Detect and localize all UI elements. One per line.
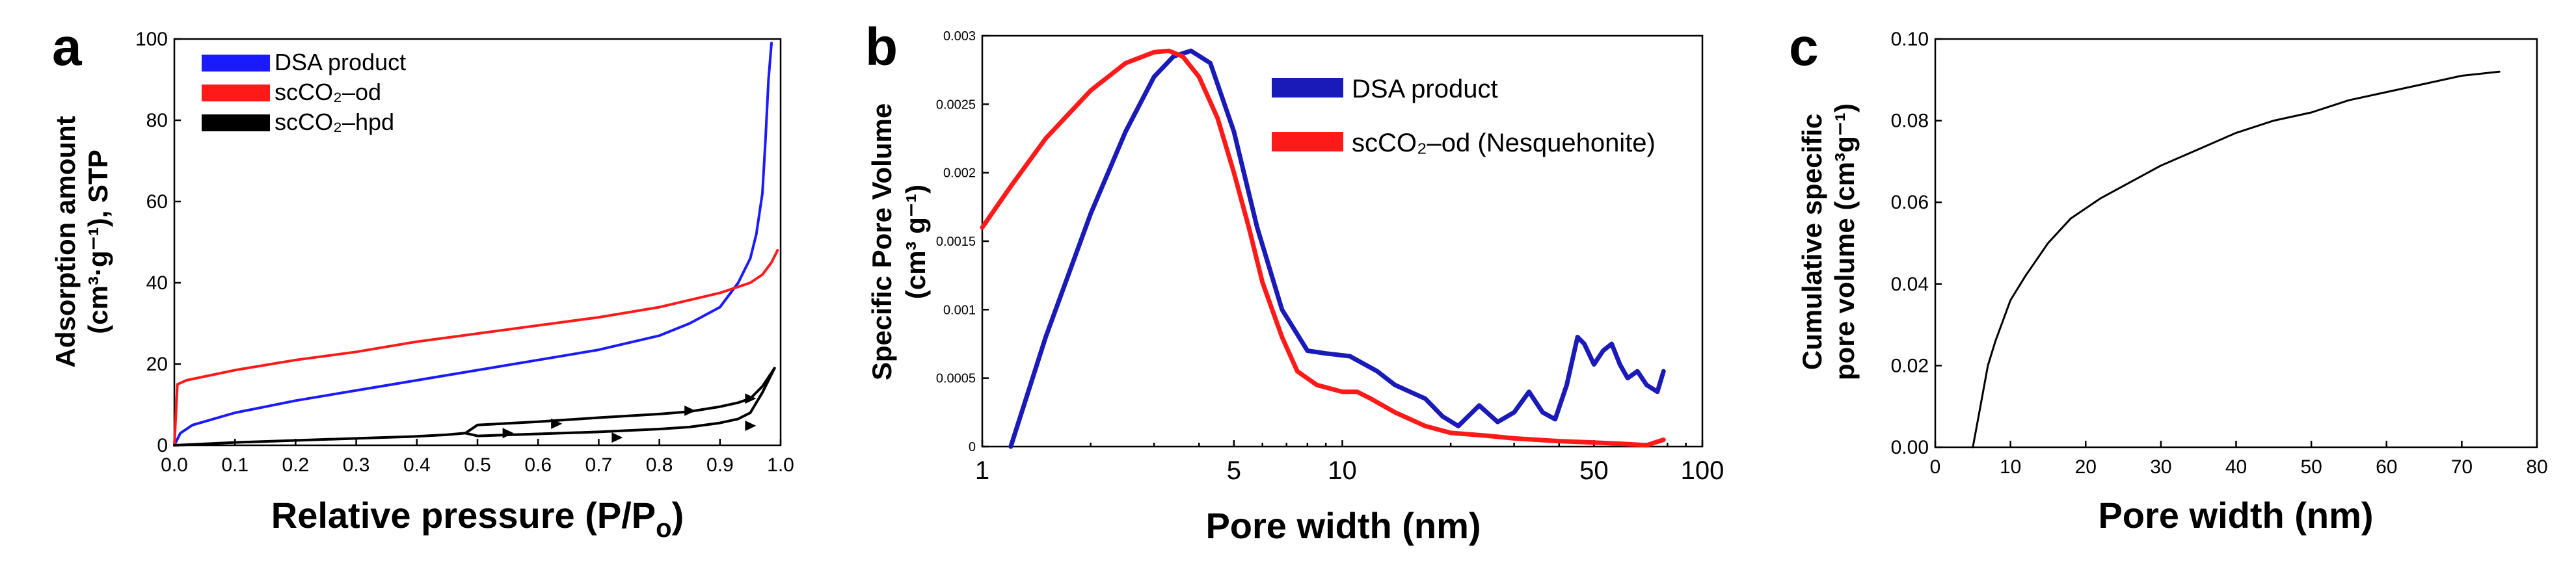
- panel-b-legend: DSA product scCO₂–od (Nesquehonite): [1272, 75, 1656, 157]
- x-tick-label: 5: [1227, 456, 1241, 485]
- x-tick-label: 10: [2000, 456, 2021, 478]
- series-line-a-2: [173, 367, 776, 447]
- panel-label-a: a: [52, 18, 83, 77]
- series-line-a-0: [173, 42, 773, 447]
- panel-label-b: b: [865, 18, 898, 77]
- panel-a-x-title: Relative pressure (P/Po): [271, 495, 684, 543]
- legend-swatch-od: [202, 85, 270, 101]
- x-tick-label: 0.8: [646, 454, 673, 476]
- series-marker: [611, 432, 623, 443]
- panel-a-series: [173, 42, 779, 447]
- x-tick-label: 1: [975, 456, 989, 485]
- y-tick-label: 0.0025: [936, 98, 976, 112]
- legend-label-od: scCO₂–od: [275, 79, 381, 105]
- panel-a-x-title-end: ): [672, 495, 684, 536]
- y-tick-label: 0.04: [1891, 274, 1929, 295]
- panel-b-series: [980, 48, 1666, 449]
- x-tick-label: 0: [1930, 456, 1941, 478]
- panel-c-y-ticks: 0.00 0.02 0.04 0.06 0.08 0.10: [1891, 29, 1942, 458]
- x-tick-label: 50: [1579, 456, 1609, 485]
- y-tick-label: 60: [146, 191, 168, 213]
- y-tick-label: 0.002: [943, 166, 976, 181]
- series-marker: [745, 421, 757, 431]
- series-line-b-1: [980, 48, 1666, 448]
- x-tick-label: 100: [1681, 456, 1724, 485]
- y-tick-label: 0.10: [1891, 29, 1929, 50]
- legend-swatch-b-dsa: [1272, 78, 1343, 98]
- panel-a-legend: DSA product scCO₂–od scCO₂–hpd: [202, 49, 406, 135]
- panel-c-y-title-line2: pore volume (cm³g⁻¹): [1829, 103, 1860, 380]
- legend-swatch-dsa: [202, 55, 270, 72]
- series-marker: [551, 418, 563, 429]
- y-tick-label: 40: [146, 272, 168, 294]
- legend-label-b-od: scCO₂–od (Nesquehonite): [1352, 129, 1656, 157]
- y-tick-label: 0.00: [1891, 437, 1929, 458]
- panel-label-c: c: [1789, 18, 1819, 77]
- x-tick-label: 70: [2451, 456, 2473, 478]
- y-tick-label: 0.08: [1891, 111, 1929, 132]
- x-tick-label: 0.3: [343, 454, 370, 476]
- panel-a-x-title-main: Relative pressure (P/P: [271, 495, 656, 536]
- panel-c-y-title-line1: Cumulative specific: [1797, 114, 1827, 370]
- y-tick-label: 80: [146, 110, 168, 131]
- y-tick-label: 0.02: [1891, 355, 1929, 376]
- x-tick-label: 60: [2376, 456, 2397, 478]
- y-tick-label: 100: [135, 29, 168, 50]
- x-tick-label: 10: [1328, 456, 1357, 485]
- panel-a-y-title-line1: Adsorption amount: [50, 116, 81, 367]
- x-tick-label: 20: [2075, 456, 2097, 478]
- legend-label-dsa: DSA product: [275, 49, 406, 75]
- series-line-b-0: [1008, 48, 1666, 449]
- x-tick-label: 0.5: [464, 454, 491, 476]
- panel-c-series: [1972, 70, 2501, 449]
- y-tick-label: 0.0015: [936, 235, 976, 249]
- panel-c-chart: 0 10 20 30 40 50 60 70 80 0.000.020.040.060.080.…: [1797, 29, 2548, 536]
- panel-b-y-title-line2: (cm³ g⁻¹): [900, 185, 931, 299]
- panel-a-x-title-sub: o: [656, 514, 671, 543]
- series-marker: [502, 428, 514, 439]
- x-tick-label: 0.4: [403, 454, 431, 476]
- series-line-a-1: [173, 249, 779, 447]
- panel-a-x-ticks: 0.0 0.1 0.2 0.3 0.4 0.5 0.6 0.7 0.8 0.9 1.0: [161, 439, 794, 476]
- x-tick-label: 30: [2150, 456, 2171, 478]
- panel-b-y-ticks: 0 0.0005 0.001 0.0015 0.002 0.0025 0.003: [936, 29, 989, 454]
- legend-swatch-hpd: [202, 114, 270, 131]
- x-tick-label: 50: [2300, 456, 2322, 478]
- x-tick-label: 80: [2526, 456, 2547, 478]
- y-tick-label: 0.0005: [936, 372, 976, 386]
- series-line-c-0: [1972, 70, 2501, 449]
- panel-b-y-title-line1: Specific Pore Volume: [866, 103, 897, 380]
- y-tick-label: 0.06: [1891, 192, 1929, 213]
- x-tick-label: 0.1: [221, 454, 248, 476]
- y-tick-label: 0: [157, 435, 168, 456]
- panel-c-x-title: Pore width (nm): [2098, 495, 2373, 536]
- panel-b-chart: 1 5 10 50 100 00.00050.0010.00150.0020.00250…: [866, 29, 1724, 546]
- panel-a-y-title-line2: (cm³·g⁻¹), STP: [83, 150, 113, 333]
- x-tick-label: 0.6: [524, 454, 552, 476]
- series-marker: [684, 405, 696, 416]
- y-tick-label: 0.001: [943, 303, 976, 317]
- x-tick-label: 1.0: [767, 454, 794, 476]
- y-tick-label: 20: [146, 354, 168, 375]
- panel-c-x-ticks: 0 10 20 30 40 50 60 70 80: [1930, 441, 2548, 478]
- panel-a-chart: 0.0 0.1 0.2 0.3 0.4 0.5 0.6 0.7 0.8 0.9 1.0 0 20 40 6…: [50, 29, 794, 543]
- panel-b-x-ticks: 1 5 10 50 100: [975, 440, 1724, 485]
- series-marker: [745, 393, 757, 404]
- legend-label-b-dsa: DSA product: [1352, 75, 1498, 103]
- legend-label-hpd: scCO₂–hpd: [275, 109, 394, 135]
- x-tick-label: 0.9: [706, 454, 734, 476]
- x-tick-label: 0.7: [585, 454, 613, 476]
- x-tick-label: 40: [2225, 456, 2247, 478]
- legend-swatch-b-od: [1272, 132, 1343, 151]
- x-tick-label: 0.0: [161, 454, 188, 476]
- y-tick-label: 0: [969, 440, 976, 454]
- panel-c-frame: [1934, 38, 2538, 449]
- panel-b-x-title: Pore width (nm): [1205, 505, 1481, 546]
- series-desorption-line-a-2: [464, 367, 776, 437]
- y-tick-label: 0.003: [943, 29, 976, 44]
- x-tick-label: 0.2: [282, 454, 310, 476]
